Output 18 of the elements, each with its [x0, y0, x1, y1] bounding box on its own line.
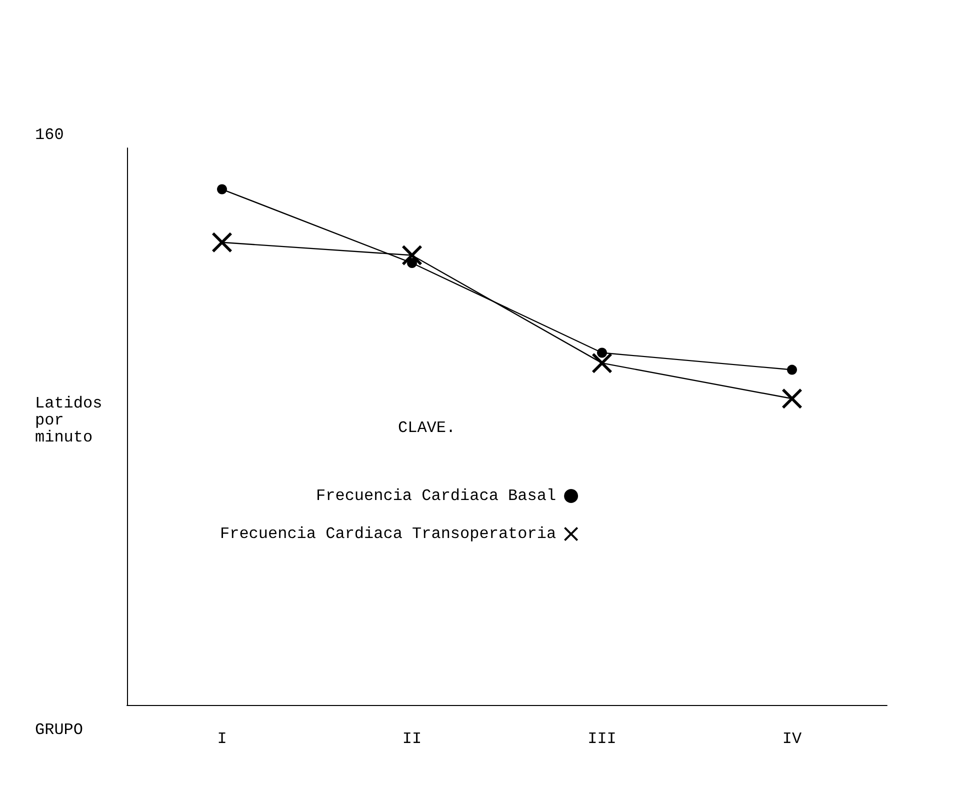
point: [782, 388, 802, 409]
y-axis-title: Latidos por minuto: [35, 394, 102, 446]
x-tick-label: III: [588, 730, 616, 748]
point: [407, 258, 417, 268]
point: [597, 348, 607, 358]
x-tick-label: II: [402, 730, 422, 748]
point: [592, 353, 612, 374]
x-axis-title: GRUPO: [35, 721, 84, 739]
text: 160: [35, 126, 64, 144]
x-tick-label: I: [217, 730, 227, 748]
point: [212, 232, 232, 252]
legend-label: Frecuencia Cardiaca Basal: [316, 487, 556, 505]
point: [217, 184, 227, 194]
legend-label: Frecuencia Cardiaca Transoperatoria: [220, 525, 556, 543]
x-tick-label: IV: [782, 730, 802, 748]
point: [787, 364, 797, 375]
point: [402, 245, 422, 266]
legend-title: CLAVE.: [398, 419, 456, 437]
